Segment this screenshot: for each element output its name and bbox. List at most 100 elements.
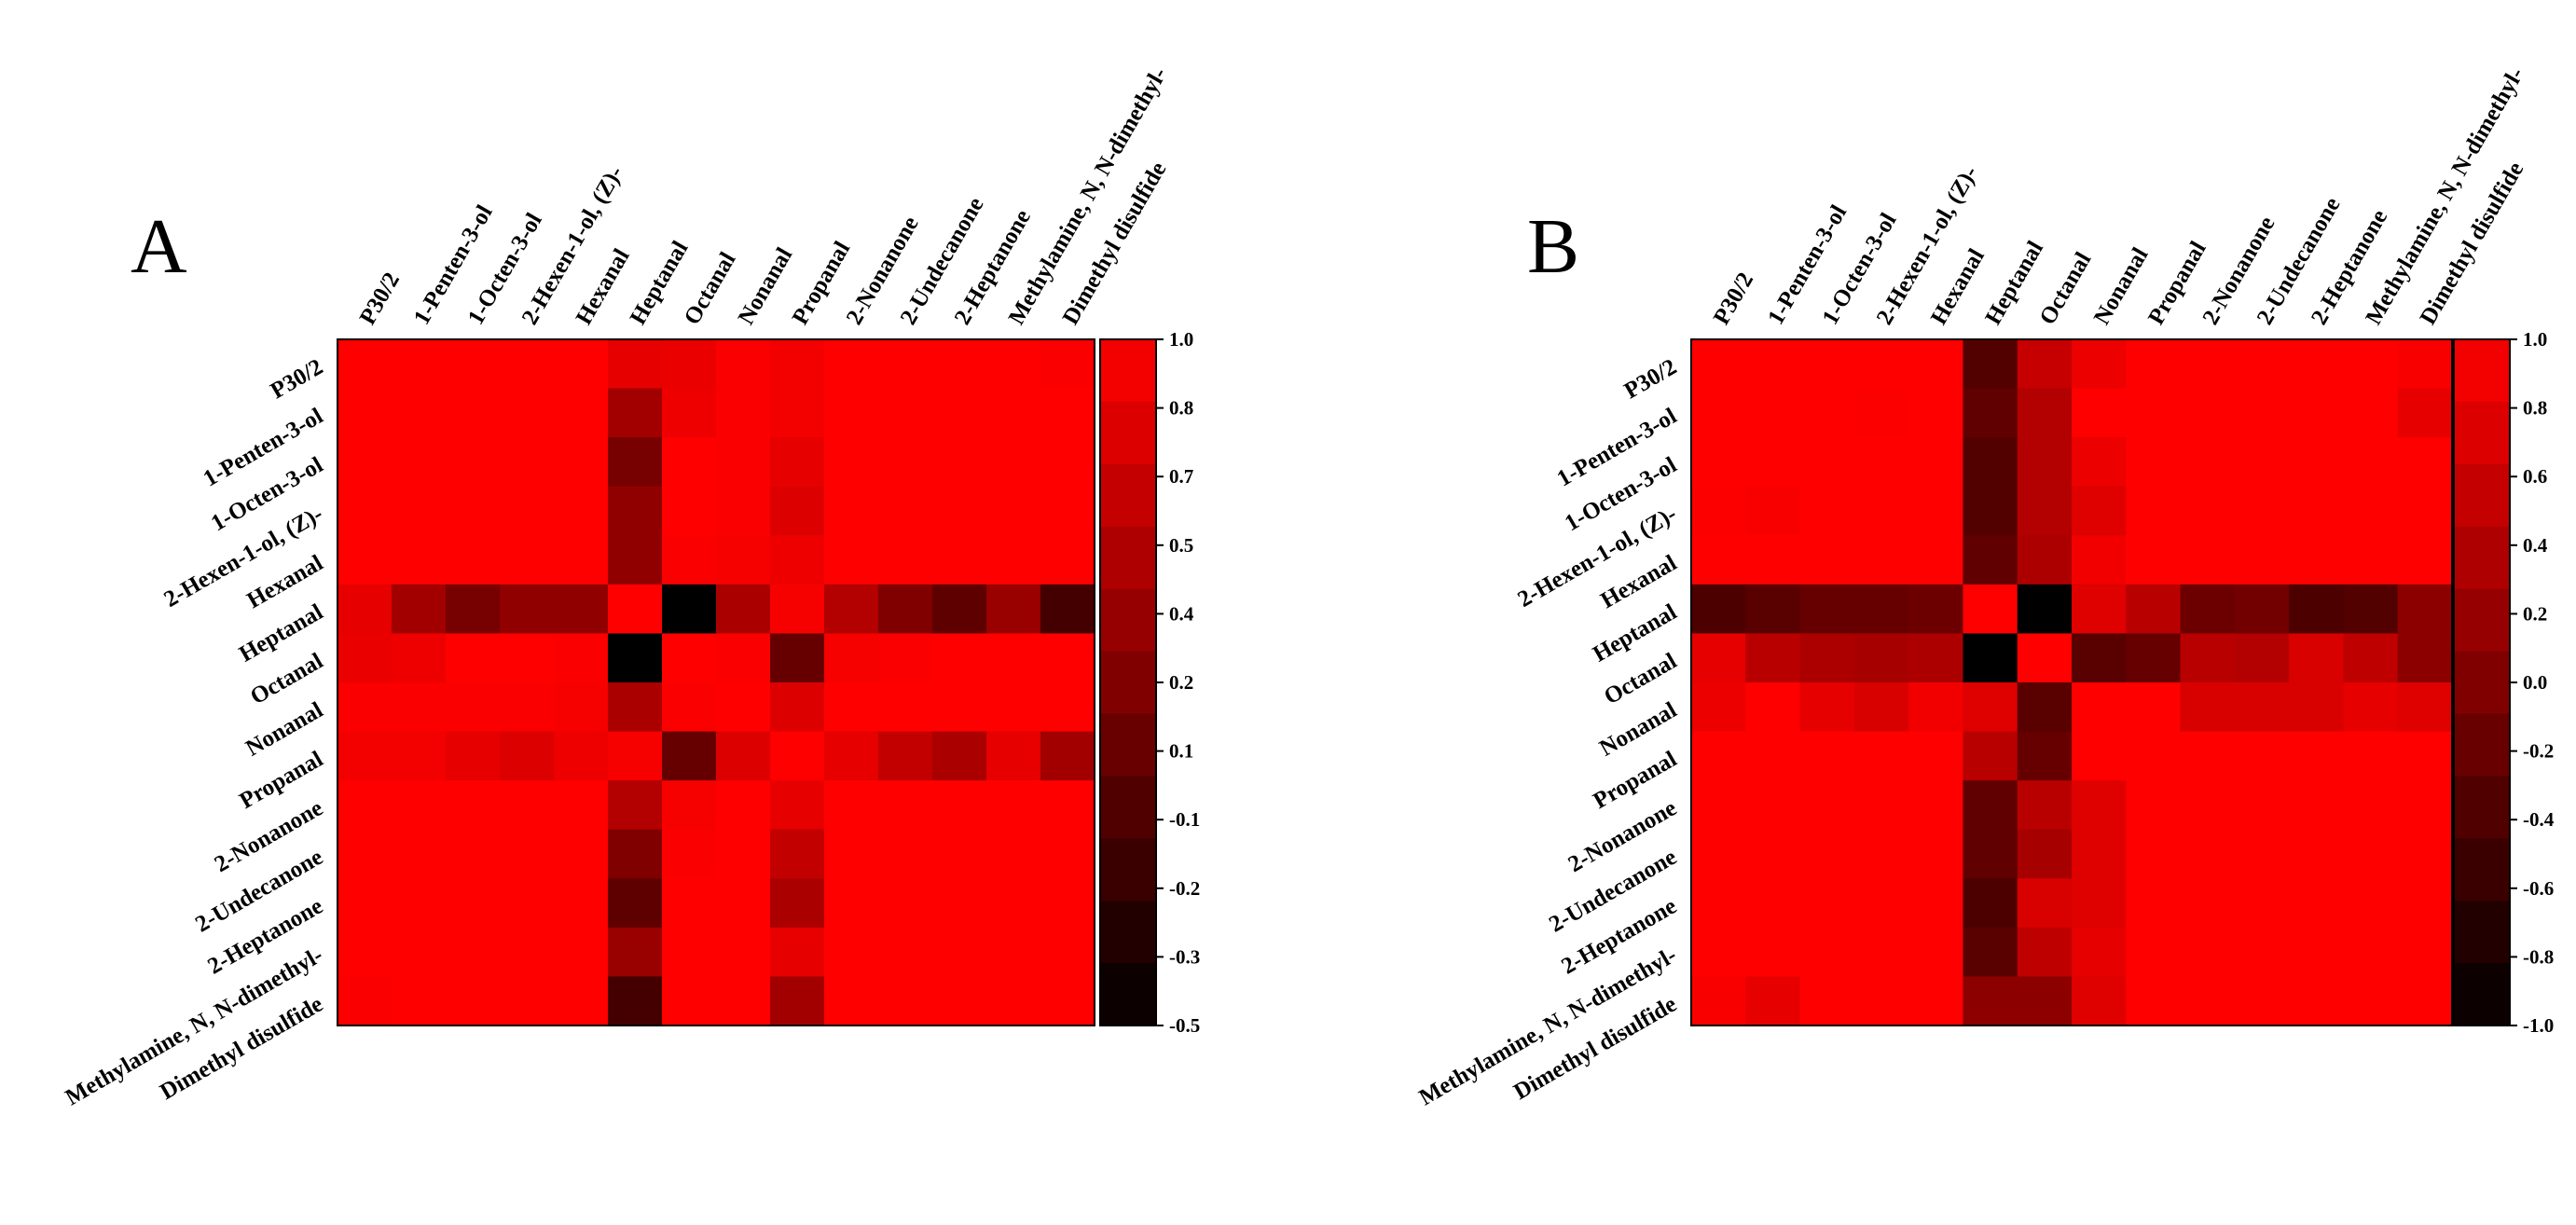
heatmap-cell <box>2180 829 2236 879</box>
heatmap-cell <box>392 437 447 488</box>
colorbar-tick-label: 0.0 <box>2523 671 2547 694</box>
heatmap-cell <box>1908 829 1964 879</box>
heatmap-cell <box>878 388 933 438</box>
heatmap-cell <box>2289 731 2345 781</box>
panel-label: B <box>1527 203 1579 290</box>
heatmap-cell <box>446 437 501 488</box>
heatmap-cell <box>1908 584 1964 635</box>
heatmap-cell <box>2343 878 2399 929</box>
heatmap-cell <box>446 780 501 831</box>
heatmap-cell <box>878 976 933 1026</box>
colorbar-band <box>2454 901 2510 964</box>
heatmap-cell <box>554 878 609 929</box>
heatmap-cell <box>2289 584 2345 635</box>
heatmap-cell <box>1691 682 1746 733</box>
heatmap-cell <box>770 339 825 390</box>
heatmap-cell <box>1908 731 1964 781</box>
heatmap-cell <box>1745 682 1801 733</box>
heatmap-cell <box>2126 633 2182 683</box>
colorbar-band <box>1100 651 1156 715</box>
panel-label: A <box>131 203 187 290</box>
heatmap-cell <box>1691 486 1746 536</box>
heatmap-panel-a: AP30/21-Penten-3-ol1-Octen-3-ol2-Hexen-1… <box>62 63 1201 1111</box>
heatmap-cell <box>1745 829 1801 879</box>
heatmap-cell <box>392 731 447 781</box>
heatmap-cell <box>554 486 609 536</box>
heatmap-cell <box>500 584 555 635</box>
heatmap-cell <box>770 927 825 978</box>
heatmap-cell <box>1963 927 2018 978</box>
heatmap-cell <box>500 878 555 929</box>
heatmap-cell <box>2017 829 2073 879</box>
heatmap-cell <box>2397 878 2453 929</box>
heatmap-cell <box>1691 731 1746 781</box>
heatmap-cell <box>986 682 1041 733</box>
heatmap-cell <box>932 339 987 390</box>
heatmap-cell <box>392 633 447 683</box>
heatmap-cell <box>554 927 609 978</box>
heatmap-cell <box>662 878 717 929</box>
heatmap-cell <box>2289 976 2345 1026</box>
heatmap-cell <box>608 682 663 733</box>
heatmap-cell <box>824 535 879 585</box>
colorbar: 1.0 0.8 0.7 0.5 0.4 0.2 0.1 -0.1 -0.2 -0.3 -0.5 <box>1099 328 1200 1037</box>
heatmap-cell <box>1853 682 1909 733</box>
heatmap-cell <box>337 829 393 879</box>
heatmap-cell <box>716 486 771 536</box>
heatmap-cell <box>662 339 717 390</box>
plot-frame <box>1690 338 2453 1026</box>
heatmap-cell <box>1908 927 1964 978</box>
colorbar-tick-label: -0.6 <box>2523 877 2554 900</box>
heatmap-cell <box>1963 976 2018 1026</box>
heatmap-cell <box>878 731 933 781</box>
heatmap-cell <box>662 633 717 683</box>
heatmap-cell <box>2289 437 2345 488</box>
heatmap-cell <box>554 731 609 781</box>
heatmap-cell <box>2017 339 2073 390</box>
heatmap-cell <box>2017 878 2073 929</box>
heatmap-cell <box>716 535 771 585</box>
heatmap-cell <box>770 829 825 879</box>
heatmap-cell <box>824 682 879 733</box>
heatmap-cell <box>770 878 825 929</box>
heatmap-cell <box>2234 339 2290 390</box>
heatmap-cell <box>1040 927 1095 978</box>
heatmap-cell <box>986 388 1041 438</box>
heatmap-cell <box>1799 437 1855 488</box>
heatmap-cell <box>1691 584 1746 635</box>
colorbar-band <box>2454 463 2510 528</box>
colorbar-band <box>1100 838 1156 902</box>
heatmap-cell <box>2343 584 2399 635</box>
colorbar-band <box>2454 588 2510 653</box>
heatmap-cell <box>1963 535 2018 585</box>
heatmap-cell <box>500 633 555 683</box>
heatmap-cell <box>500 731 555 781</box>
heatmap-cell <box>878 927 933 978</box>
heatmap-cell <box>662 486 717 536</box>
heatmap-cell <box>824 878 879 929</box>
heatmap-cell <box>1691 437 1746 488</box>
heatmap-cell <box>2072 829 2127 879</box>
heatmap-cell <box>716 388 771 438</box>
heatmap-cell <box>554 339 609 390</box>
heatmap-cell <box>662 682 717 733</box>
heatmap-cell <box>770 437 825 488</box>
heatmap-cell <box>337 976 393 1026</box>
heatmap-cell <box>2180 486 2236 536</box>
heatmap-cell <box>2180 339 2236 390</box>
heatmap-cell <box>1691 780 1746 831</box>
heatmap-cell <box>1745 535 1801 585</box>
heatmap-cell <box>554 976 609 1026</box>
heatmap-cell <box>2397 682 2453 733</box>
heatmap-cell <box>608 731 663 781</box>
heatmap-cell <box>2126 388 2182 438</box>
heatmap-cell <box>932 976 987 1026</box>
heatmap-cell <box>770 731 825 781</box>
heatmap-cell <box>1040 339 1095 390</box>
colorbar-tick-label: 0.6 <box>2523 465 2547 488</box>
heatmap-cell <box>770 976 825 1026</box>
colorbar-band <box>1100 776 1156 839</box>
heatmap-cell <box>1963 731 2018 781</box>
heatmap-cell <box>337 437 393 488</box>
heatmap-cell <box>392 486 447 536</box>
